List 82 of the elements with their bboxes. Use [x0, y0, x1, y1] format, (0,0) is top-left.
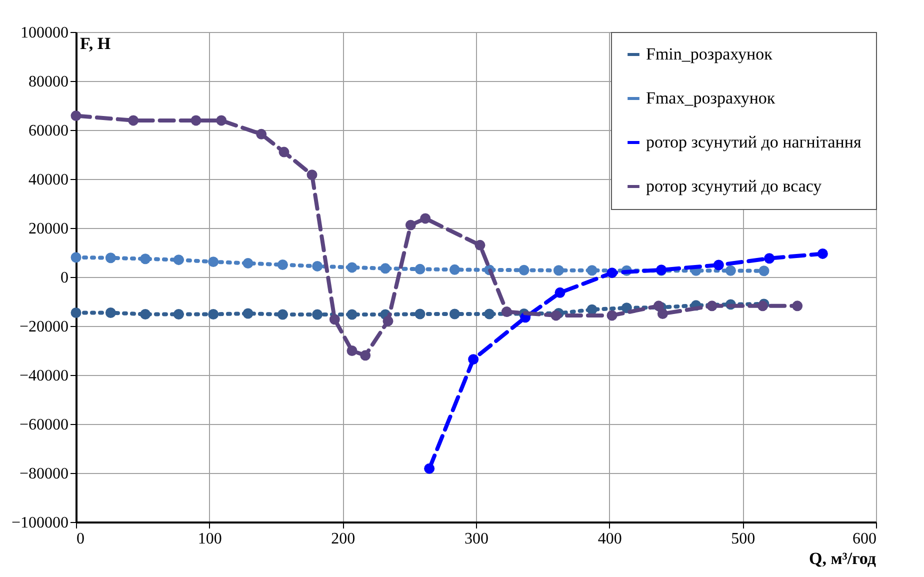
point: [518, 264, 530, 276]
point: [484, 308, 495, 320]
point: [360, 350, 371, 361]
x-tick-label: 400: [598, 530, 622, 548]
point: [586, 304, 598, 315]
point: [758, 266, 770, 276]
y-tick-label: 0: [60, 270, 68, 286]
point: [346, 262, 358, 273]
point: [190, 115, 202, 126]
point: [449, 264, 460, 275]
x-tick-label: 0: [76, 530, 84, 548]
point: [128, 115, 139, 126]
point: [424, 463, 435, 474]
x-tick-label: 200: [331, 530, 356, 548]
y-tick-label: −20000: [19, 318, 68, 336]
point: [278, 146, 290, 158]
point: [706, 300, 718, 312]
point: [105, 308, 116, 318]
point: [70, 252, 82, 263]
y-tick-label: −100000: [11, 514, 68, 532]
point: [474, 240, 486, 250]
point: [380, 263, 391, 274]
point: [468, 354, 479, 365]
point: [277, 309, 288, 320]
point: [312, 260, 323, 272]
point: [550, 310, 562, 321]
y-tick-label: −60000: [19, 416, 68, 434]
y-tick-label: 80000: [28, 74, 68, 90]
point: [277, 260, 288, 270]
point: [105, 252, 116, 264]
point: [586, 265, 598, 276]
point: [70, 110, 82, 122]
point: [382, 316, 394, 326]
point: [653, 300, 664, 312]
legend-label: Fmin_розрахунок: [646, 44, 774, 64]
point: [346, 309, 358, 320]
point: [256, 128, 267, 140]
point: [242, 258, 254, 269]
point: [70, 308, 82, 318]
point: [792, 300, 803, 312]
point: [405, 220, 416, 230]
point: [242, 308, 254, 319]
point: [306, 170, 318, 180]
y-tick-label: −40000: [19, 368, 68, 384]
point: [208, 256, 219, 268]
point: [554, 287, 566, 298]
legend-label: ротор зсунутий до всасу: [646, 176, 822, 196]
point: [312, 309, 323, 320]
y-tick-label: 40000: [28, 172, 68, 188]
point: [216, 115, 227, 126]
point: [657, 308, 668, 319]
point: [817, 248, 828, 259]
x-axis-title: Q, м³/год: [808, 549, 876, 568]
point: [329, 314, 340, 325]
y-tick-label: 60000: [28, 122, 68, 140]
point: [208, 309, 219, 320]
point: [140, 309, 151, 320]
point: [414, 264, 426, 274]
point: [346, 346, 358, 356]
point: [553, 265, 564, 276]
x-tick-label: 300: [464, 530, 488, 548]
point: [606, 268, 618, 278]
point: [173, 254, 184, 266]
point: [764, 253, 775, 264]
y-tick-label: −80000: [19, 466, 68, 482]
point: [449, 308, 460, 320]
point: [173, 309, 184, 320]
point: [713, 260, 724, 270]
y-axis-title: F, Н: [80, 34, 111, 53]
y-tick-label: 20000: [28, 220, 68, 238]
x-tick-label: 500: [731, 530, 756, 548]
point: [140, 254, 151, 264]
legend-label: ротор зсунутий до нагнітання: [646, 132, 862, 152]
y-tick-label: 100000: [20, 24, 68, 42]
point: [420, 213, 431, 224]
legend-label: Fmax_розрахунок: [646, 88, 776, 108]
x-tick-label: 100: [198, 530, 222, 548]
point: [725, 265, 736, 276]
x-tick-label: 600: [852, 530, 876, 548]
point: [606, 310, 618, 321]
point: [414, 308, 426, 320]
point: [501, 306, 512, 318]
